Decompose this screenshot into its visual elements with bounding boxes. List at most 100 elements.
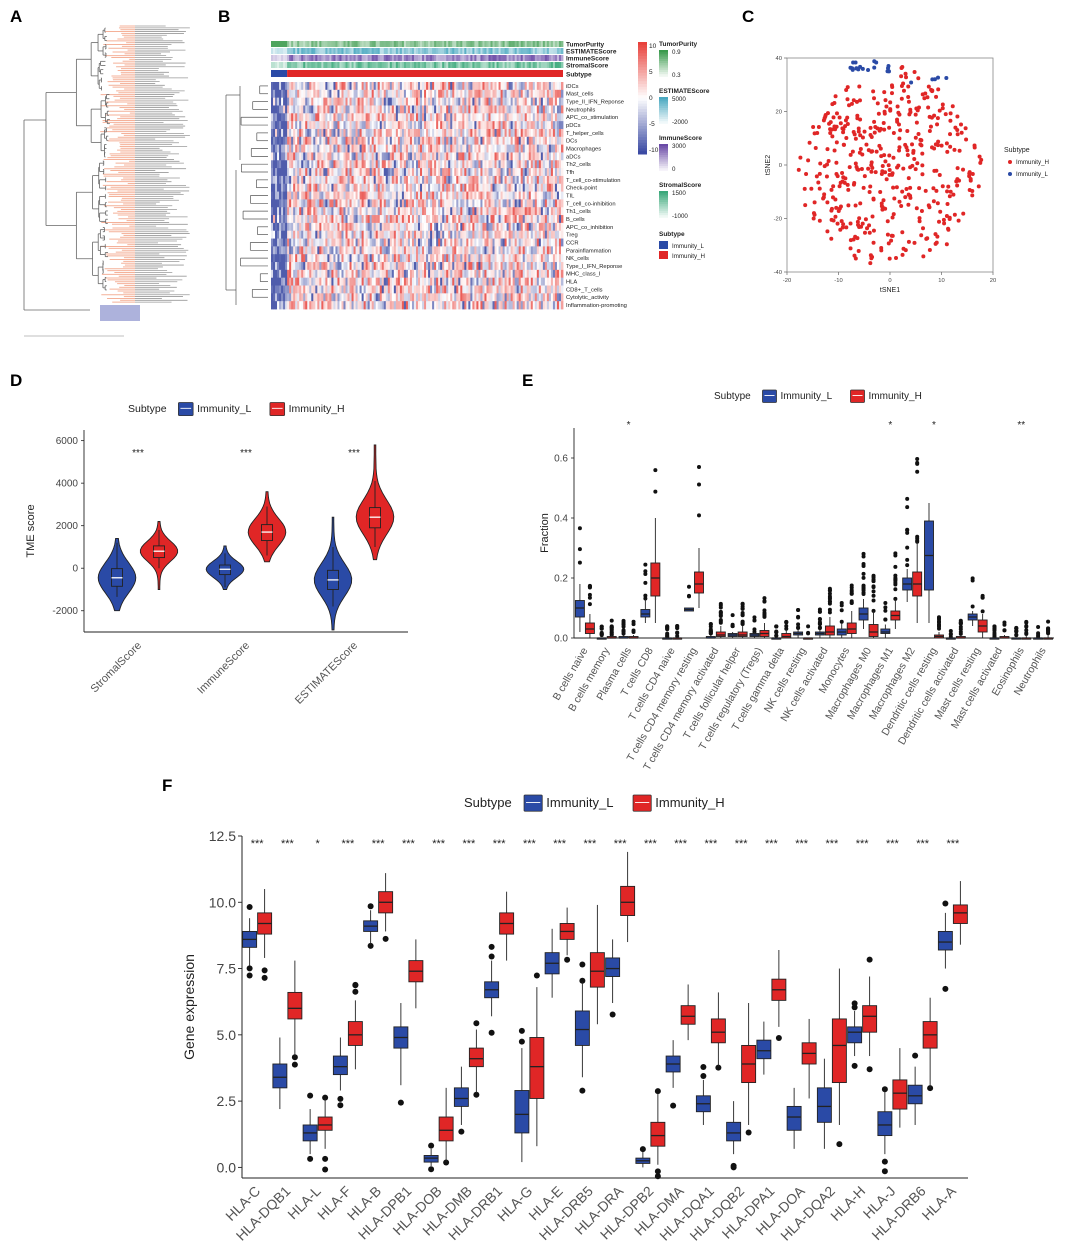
heatmap-cell — [548, 183, 552, 192]
heatmap-cell — [381, 285, 385, 294]
heatmap-cell — [305, 262, 308, 271]
heatmap-cell — [550, 183, 554, 192]
heatmap-cell — [546, 160, 550, 169]
heatmap-cell — [430, 97, 433, 106]
heatmap-cell — [478, 285, 481, 294]
heatmap-cell — [353, 262, 356, 271]
heatmap-cell — [359, 230, 363, 239]
heatmap-cell — [413, 183, 417, 192]
heatmap-cell — [385, 191, 389, 200]
heatmap-cell — [373, 113, 377, 122]
heatmap-cell — [297, 160, 300, 169]
heatmap-cell — [283, 144, 286, 153]
heatmap-cell — [405, 222, 409, 232]
heatmap-cell — [538, 136, 542, 146]
heatmap-cell — [448, 89, 451, 99]
heatmap-cell — [277, 269, 280, 279]
heatmap-cell — [500, 113, 503, 122]
heatmap-cell — [554, 144, 558, 153]
heatmap-cell — [387, 277, 391, 286]
heatmap-cell — [383, 136, 387, 146]
heatmap-cell — [353, 97, 356, 106]
heatmap-cell — [297, 285, 300, 294]
heatmap-cell — [315, 230, 318, 239]
heatmap-cell — [305, 277, 308, 286]
heatmap-cell — [558, 238, 562, 247]
heatmap-cell — [275, 105, 278, 114]
heatmap-cell — [341, 285, 344, 294]
heatmap-cell — [418, 183, 421, 192]
heatmap-cell — [504, 136, 508, 146]
heatmap-cell — [536, 136, 540, 146]
heatmap-cell — [470, 269, 473, 279]
annotation-cell — [480, 41, 483, 47]
heatmap-cell — [287, 191, 290, 200]
heatmap-cell — [415, 230, 419, 239]
heatmap-cell — [516, 152, 520, 161]
heatmap-cell — [424, 168, 427, 177]
annotation-cell — [283, 41, 286, 47]
heatmap-cell — [277, 160, 280, 169]
heatmap-cell — [399, 113, 403, 122]
heatmap-cell — [405, 82, 409, 91]
heatmap-cell — [415, 82, 419, 91]
annotation-cell — [403, 62, 407, 68]
heatmap-cell — [315, 105, 318, 114]
heatmap-cell — [359, 97, 363, 106]
heatmap-cell — [361, 215, 365, 224]
heatmap-cell — [490, 246, 493, 255]
heatmap-cell — [476, 82, 479, 91]
annotation-cell — [383, 48, 387, 54]
heatmap-cell — [397, 230, 401, 239]
heatmap-cell — [361, 230, 365, 239]
heatmap-cell — [329, 144, 332, 153]
heatmap-cell — [492, 269, 495, 279]
heatmap-cell — [432, 160, 435, 169]
annotation-cell — [492, 55, 495, 61]
heatmap-cell — [341, 215, 344, 224]
heatmap-cell — [450, 121, 453, 130]
heatmap-cell — [540, 277, 544, 286]
heatmap-cell — [468, 175, 471, 185]
annotation-cell — [420, 62, 423, 68]
heatmap-cell — [355, 97, 358, 106]
heatmap-cell — [546, 269, 550, 279]
annotation-cell — [293, 48, 296, 54]
heatmap-cell — [560, 82, 564, 91]
heatmap-cell — [534, 113, 538, 122]
annotation-cell — [420, 41, 423, 47]
heatmap-cell — [508, 82, 512, 91]
heatmap-cell — [494, 254, 497, 263]
annotation-cell — [409, 62, 413, 68]
heatmap-cell — [524, 215, 528, 224]
annotation-cell — [373, 48, 377, 54]
heatmap-cell — [289, 191, 292, 200]
heatmap-cell — [524, 269, 528, 279]
annotation-cell — [536, 55, 540, 61]
heatmap-cell — [363, 144, 367, 153]
heatmap-cell — [367, 89, 371, 99]
heatmap-cell — [401, 269, 405, 279]
heatmap-cell — [315, 82, 318, 91]
heatmap-cell — [420, 222, 423, 232]
heatmap-cell — [458, 191, 461, 200]
heatmap-cell — [291, 113, 294, 122]
heatmap-cell — [287, 262, 290, 271]
heatmap-cell — [289, 160, 292, 169]
heatmap-cell — [470, 254, 473, 263]
heatmap-cell — [520, 238, 524, 247]
heatmap-cell — [448, 207, 451, 216]
heatmap-cell — [428, 97, 431, 106]
heatmap-cell — [438, 168, 441, 177]
heatmap-cell — [526, 136, 530, 146]
heatmap-cell — [476, 269, 479, 279]
heatmap-cell — [301, 113, 304, 122]
heatmap-cell — [428, 175, 431, 185]
annotation-cell — [482, 62, 485, 68]
heatmap-cell — [383, 128, 387, 138]
heatmap-cell — [450, 207, 453, 216]
heatmap-cell — [347, 128, 350, 138]
annotation-cell — [456, 41, 459, 47]
heatmap-cell — [558, 199, 562, 208]
annotation-cell — [424, 55, 427, 61]
